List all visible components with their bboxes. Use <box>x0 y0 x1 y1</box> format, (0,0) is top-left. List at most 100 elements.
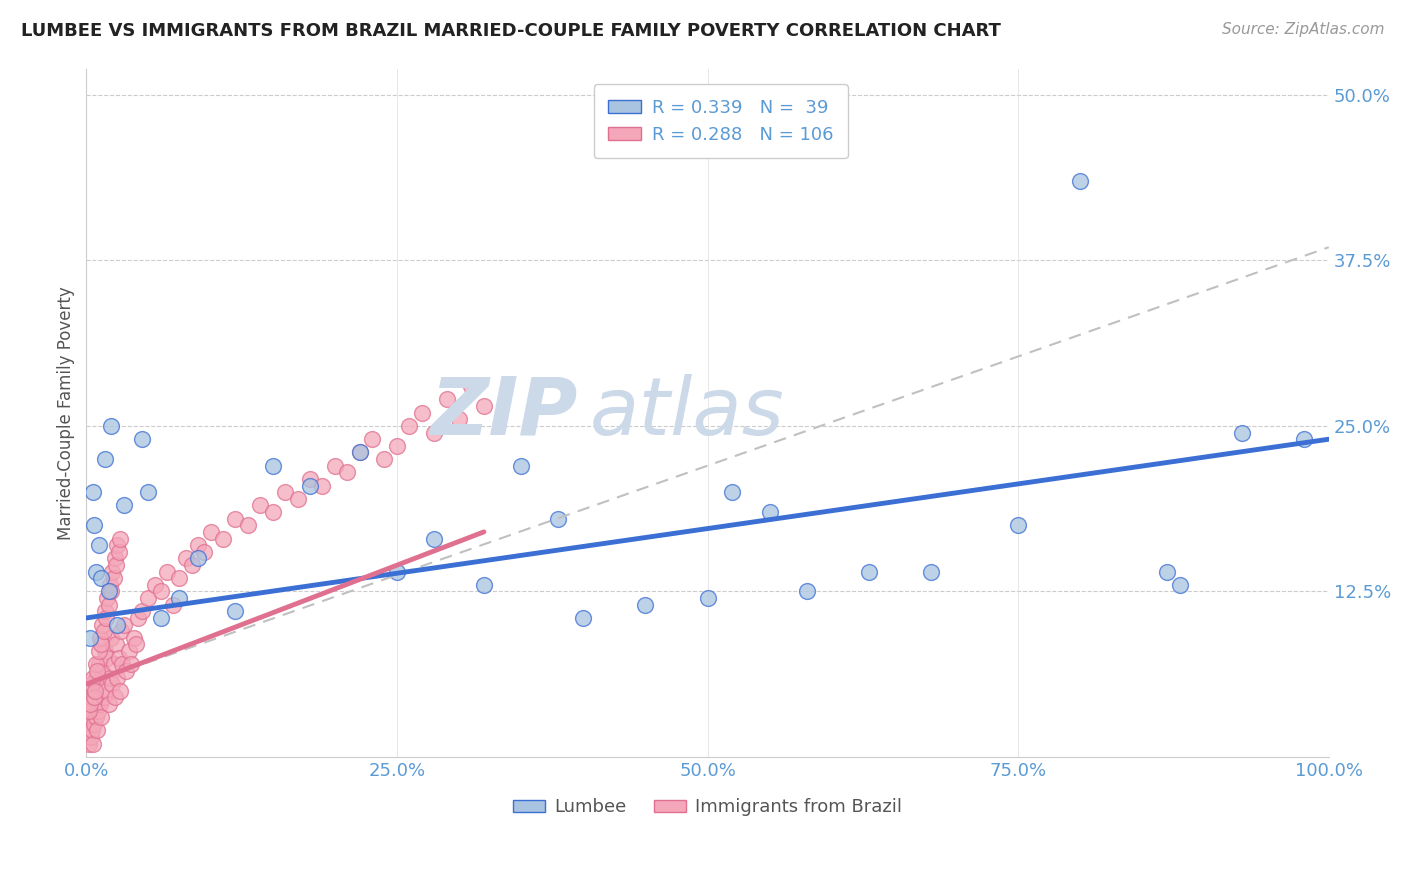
Point <box>1156 565 1178 579</box>
Point <box>385 439 408 453</box>
Point <box>920 565 942 579</box>
Point <box>82 485 104 500</box>
Point <box>98 671 121 685</box>
Point <box>104 551 127 566</box>
Point <box>93 624 115 639</box>
Point <box>89 631 111 645</box>
Point <box>156 565 179 579</box>
Point <box>510 458 533 473</box>
Point <box>84 710 107 724</box>
Text: atlas: atlas <box>589 374 785 451</box>
Point <box>108 532 131 546</box>
Point <box>79 631 101 645</box>
Point <box>105 538 128 552</box>
Point <box>398 419 420 434</box>
Point <box>436 392 458 407</box>
Point <box>111 657 134 672</box>
Point <box>77 737 100 751</box>
Point <box>98 578 121 592</box>
Point <box>91 664 114 678</box>
Point <box>149 611 172 625</box>
Point <box>84 565 107 579</box>
Point <box>105 617 128 632</box>
Point <box>110 624 132 639</box>
Point <box>200 524 222 539</box>
Legend: Lumbee, Immigrants from Brazil: Lumbee, Immigrants from Brazil <box>506 791 910 823</box>
Point <box>169 571 191 585</box>
Point <box>298 472 321 486</box>
Point <box>373 452 395 467</box>
Point <box>721 485 744 500</box>
Point <box>385 565 408 579</box>
Point <box>79 730 101 744</box>
Point <box>125 637 148 651</box>
Point <box>349 445 371 459</box>
Point <box>77 723 100 738</box>
Point <box>86 677 108 691</box>
Point <box>212 532 235 546</box>
Point <box>87 538 110 552</box>
Text: ZIP: ZIP <box>430 374 576 451</box>
Point <box>423 532 446 546</box>
Point <box>90 637 112 651</box>
Point <box>796 584 818 599</box>
Point <box>100 419 122 434</box>
Point <box>460 379 482 393</box>
Point <box>79 710 101 724</box>
Point <box>696 591 718 605</box>
Point <box>79 697 101 711</box>
Point <box>96 650 118 665</box>
Point <box>236 518 259 533</box>
Point <box>100 584 122 599</box>
Point <box>249 499 271 513</box>
Point <box>323 458 346 473</box>
Point <box>149 584 172 599</box>
Point <box>82 671 104 685</box>
Point <box>131 432 153 446</box>
Point <box>423 425 446 440</box>
Point <box>94 452 117 467</box>
Point <box>83 716 105 731</box>
Point <box>83 690 105 705</box>
Point <box>86 664 108 678</box>
Point <box>127 611 149 625</box>
Point <box>758 505 780 519</box>
Point <box>187 538 209 552</box>
Point <box>97 598 120 612</box>
Point <box>87 657 110 672</box>
Point <box>547 511 569 525</box>
Point <box>311 478 333 492</box>
Point <box>180 558 202 572</box>
Point <box>174 551 197 566</box>
Point <box>100 631 122 645</box>
Point <box>91 617 114 632</box>
Point <box>447 412 470 426</box>
Point <box>411 406 433 420</box>
Point <box>77 704 100 718</box>
Point <box>87 644 110 658</box>
Point <box>94 604 117 618</box>
Point <box>105 671 128 685</box>
Point <box>83 683 105 698</box>
Point <box>90 710 112 724</box>
Point <box>112 617 135 632</box>
Point <box>104 690 127 705</box>
Point <box>1069 174 1091 188</box>
Point <box>115 664 138 678</box>
Point <box>80 677 103 691</box>
Point <box>87 704 110 718</box>
Point <box>96 591 118 605</box>
Point <box>105 637 128 651</box>
Point <box>336 465 359 479</box>
Point <box>262 505 284 519</box>
Point <box>76 730 98 744</box>
Point <box>83 518 105 533</box>
Point <box>97 697 120 711</box>
Point <box>101 565 124 579</box>
Point <box>82 704 104 718</box>
Point <box>84 683 107 698</box>
Point <box>138 485 160 500</box>
Point <box>105 558 128 572</box>
Point <box>287 491 309 506</box>
Point <box>349 445 371 459</box>
